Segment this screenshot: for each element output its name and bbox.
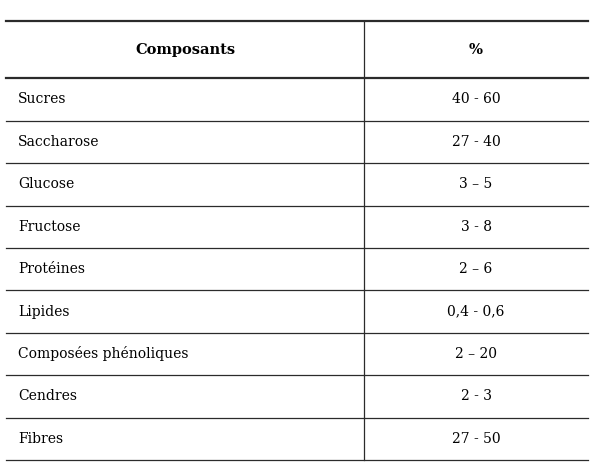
Text: Composées phénoliques: Composées phénoliques — [18, 347, 188, 361]
Text: Sucres: Sucres — [18, 92, 67, 106]
Text: Composants: Composants — [135, 42, 235, 57]
Text: 27 - 50: 27 - 50 — [451, 432, 500, 446]
Text: 0,4 - 0,6: 0,4 - 0,6 — [447, 304, 505, 318]
Text: 2 - 3: 2 - 3 — [460, 389, 491, 403]
Text: Fibres: Fibres — [18, 432, 63, 446]
Text: %: % — [469, 42, 483, 57]
Text: Cendres: Cendres — [18, 389, 77, 403]
Text: Glucose: Glucose — [18, 177, 74, 191]
Text: Saccharose: Saccharose — [18, 135, 99, 149]
Text: Lipides: Lipides — [18, 304, 69, 318]
Text: 40 - 60: 40 - 60 — [451, 92, 500, 106]
Text: 3 – 5: 3 – 5 — [459, 177, 492, 191]
Text: 3 - 8: 3 - 8 — [460, 219, 491, 234]
Text: 2 – 20: 2 – 20 — [455, 347, 497, 361]
Text: Fructose: Fructose — [18, 219, 80, 234]
Text: Protéines: Protéines — [18, 262, 85, 276]
Text: 27 - 40: 27 - 40 — [451, 135, 500, 149]
Text: 2 – 6: 2 – 6 — [459, 262, 492, 276]
